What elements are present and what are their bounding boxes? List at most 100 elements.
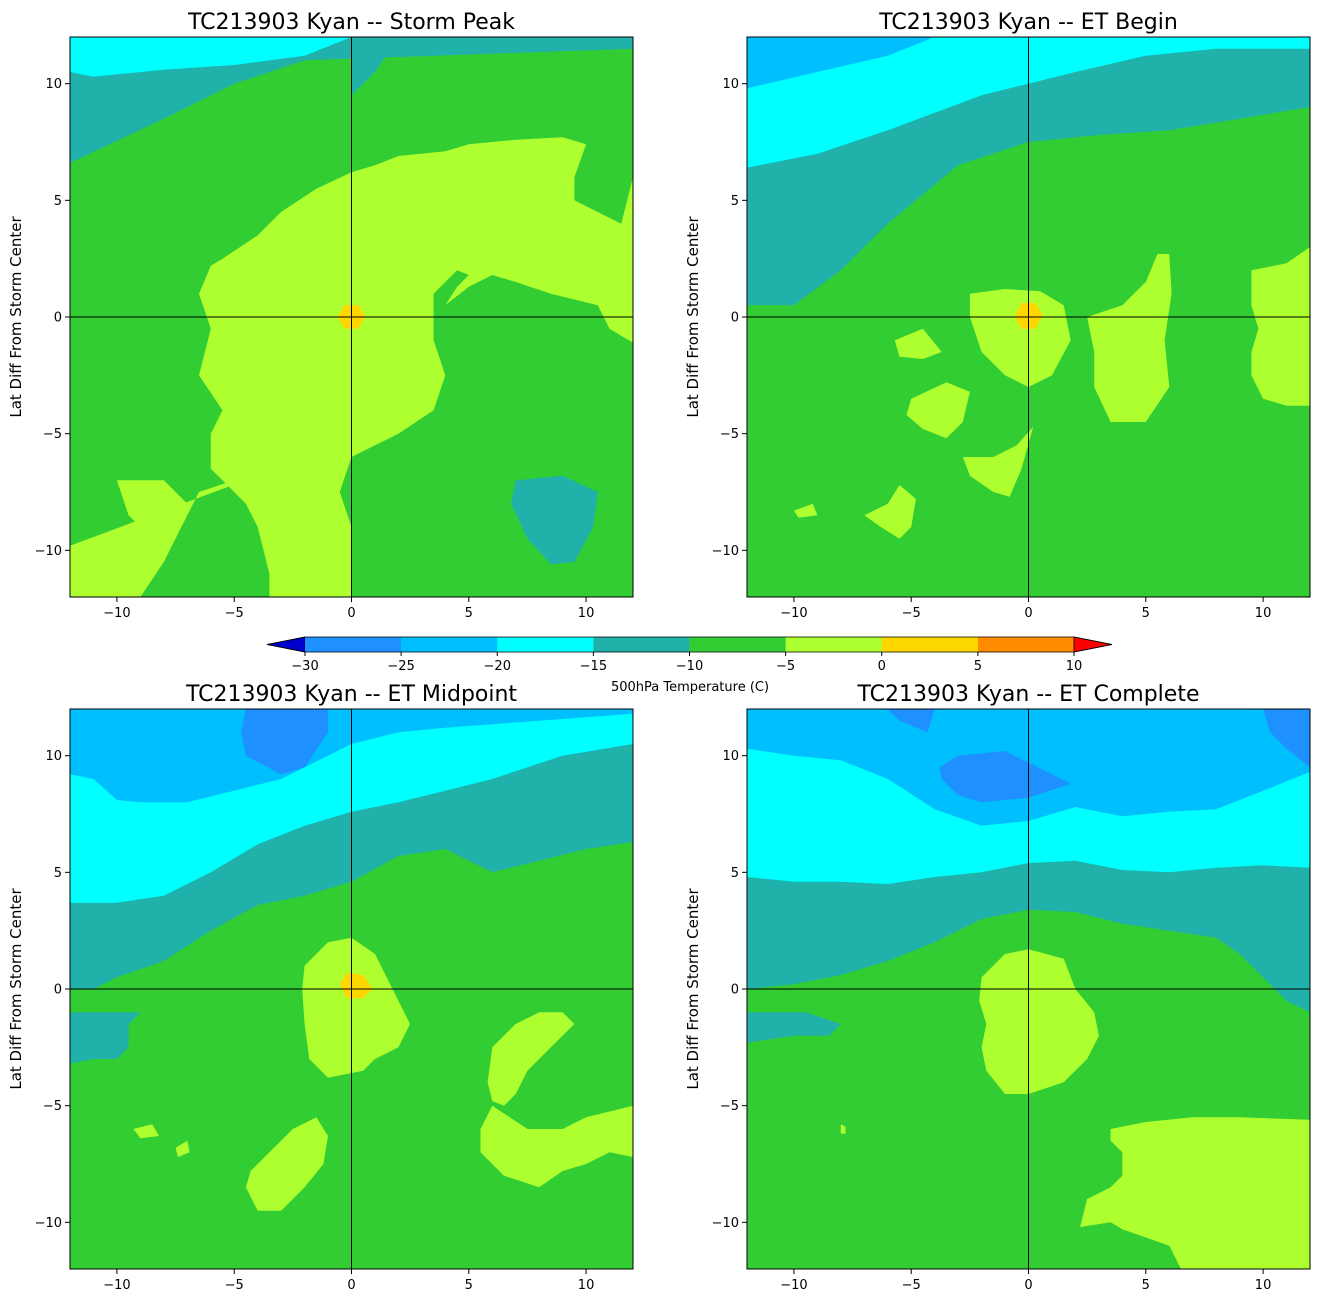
- y-tick-label: 0: [731, 311, 739, 326]
- y-tick-label: −5: [720, 427, 739, 442]
- contour-region: [175, 1140, 190, 1157]
- contour-region: [969, 289, 1071, 387]
- x-tick-label: 5: [1142, 1278, 1150, 1293]
- contour-region: [199, 137, 633, 597]
- contour-region: [747, 37, 935, 89]
- contour-region: [747, 37, 1310, 168]
- contour-region: [245, 1117, 328, 1211]
- panel-et-midpoint: TC213903 Kyan -- ET Midpoint −10 −5 0 5 10 −…: [7, 682, 634, 1293]
- x-tick-label: 0: [1024, 1278, 1032, 1293]
- colorbar-tick-label: −30: [291, 659, 318, 674]
- colorbar-ticks: −30 −25 −20 −15 −10 −5 0 5 10: [291, 652, 1082, 674]
- contour-region: [1080, 1117, 1310, 1269]
- colorbar-label: 500hPa Temperature (C): [611, 680, 769, 695]
- x-tick-label: 0: [1024, 606, 1032, 621]
- x-tick-label: 0: [347, 606, 355, 621]
- contour-region: [511, 475, 598, 565]
- y-tick-label: −5: [43, 427, 62, 442]
- contour-region: [906, 382, 970, 439]
- contour-region: [979, 949, 1099, 1094]
- contour-region: [241, 709, 328, 775]
- colorbar-tick-label: 0: [878, 659, 886, 674]
- colorbar-over-arrow: [1073, 636, 1113, 653]
- colorbar-bin: [401, 637, 498, 652]
- contour-region: [894, 328, 942, 359]
- x-tick-label: −10: [103, 606, 130, 621]
- x-tick-label: −10: [780, 606, 807, 621]
- y-axis-label: Lat Diff From Storm Center: [7, 216, 25, 418]
- colorbar-tick-label: −25: [387, 659, 414, 674]
- x-tick-label: 10: [578, 1278, 595, 1293]
- contour-region: [133, 1124, 160, 1139]
- x-tick-label: 10: [1255, 1278, 1272, 1293]
- y-tick-label: 10: [722, 77, 739, 92]
- colorbar-bin: [881, 637, 979, 652]
- contour-region: [70, 37, 633, 163]
- x-tick-label: −5: [902, 1278, 921, 1293]
- y-axis-label: Lat Diff From Storm Center: [7, 888, 25, 1090]
- y-tick-label: 10: [45, 77, 62, 92]
- y-axis-ticks: −10 −5 0 5 10: [35, 749, 70, 1231]
- y-tick-label: 5: [54, 194, 62, 209]
- y-axis-ticks: −10 −5 0 5 10: [712, 749, 747, 1231]
- colorbar-bin: [497, 637, 594, 652]
- y-axis-ticks: −10 −5 0 5 10: [712, 77, 747, 559]
- colorbar-tick-label: −15: [580, 659, 607, 674]
- colorbar-bins: [266, 636, 1113, 653]
- colorbar: −30 −25 −20 −15 −10 −5 0 5 10 500hPa Temperature…: [266, 636, 1113, 695]
- panel-title: TC213903 Kyan -- ET Complete: [857, 682, 1200, 707]
- contour-region: [793, 503, 818, 518]
- panel-title: TC213903 Kyan -- ET Midpoint: [185, 682, 517, 707]
- y-tick-label: −5: [43, 1099, 62, 1114]
- y-tick-label: 10: [722, 749, 739, 764]
- contour-region: [887, 709, 935, 733]
- x-tick-label: −10: [780, 1278, 807, 1293]
- x-tick-label: 5: [465, 606, 473, 621]
- contour-region: [962, 426, 1034, 497]
- x-tick-label: −10: [103, 1278, 130, 1293]
- contour-region: [302, 937, 411, 1078]
- y-tick-label: 5: [731, 194, 739, 209]
- x-tick-label: 0: [347, 1278, 355, 1293]
- y-tick-label: −10: [35, 1216, 62, 1231]
- x-axis-ticks: −10 −5 0 5 10: [103, 597, 594, 621]
- y-tick-label: 0: [731, 983, 739, 998]
- panel-et-complete: TC213903 Kyan -- ET Complete −10 −5 0 5 10 −…: [684, 682, 1311, 1293]
- contour-region: [840, 1124, 846, 1134]
- colorbar-tick-label: −10: [676, 659, 703, 674]
- contour-region: [1263, 709, 1310, 768]
- x-axis-ticks: −10 −5 0 5 10: [103, 1269, 594, 1293]
- x-tick-label: 5: [465, 1278, 473, 1293]
- colorbar-bin: [977, 637, 1075, 652]
- y-tick-label: −5: [720, 1099, 739, 1114]
- x-tick-label: −5: [225, 1278, 244, 1293]
- contour-region: [747, 1012, 841, 1043]
- y-tick-label: −10: [35, 544, 62, 559]
- panel-et-begin: TC213903 Kyan -- ET Begin −10 −5 0 5 10 −10−…: [684, 10, 1311, 621]
- contour-region: [1251, 247, 1310, 406]
- contour-region: [1087, 254, 1172, 422]
- contour-region: [480, 1105, 633, 1188]
- x-axis-ticks: −10 −5 0 5 10: [780, 597, 1271, 621]
- y-axis-ticks: −10 −5 0 5 10: [35, 77, 70, 559]
- y-tick-label: 0: [54, 983, 62, 998]
- x-axis-ticks: −10 −5 0 5 10: [780, 1269, 1271, 1293]
- colorbar-bin: [689, 637, 787, 652]
- colorbar-tick-label: 10: [1066, 659, 1083, 674]
- panel-title: TC213903 Kyan -- Storm Peak: [187, 10, 515, 35]
- panel-title: TC213903 Kyan -- ET Begin: [878, 10, 1178, 35]
- colorbar-bin: [305, 637, 402, 652]
- colorbar-tick-label: −20: [484, 659, 511, 674]
- contour-region: [351, 37, 399, 96]
- x-tick-label: 10: [578, 606, 595, 621]
- x-tick-label: −5: [225, 606, 244, 621]
- contour-region: [339, 972, 373, 999]
- contour-region: [864, 485, 916, 539]
- colorbar-tick-label: 5: [974, 659, 982, 674]
- contour-region: [116, 480, 188, 539]
- panel-storm-peak: TC213903 Kyan -- Storm Peak −10 −5 0 5 10 −1…: [7, 10, 634, 621]
- y-tick-label: 10: [45, 749, 62, 764]
- y-axis-label: Lat Diff From Storm Center: [684, 216, 702, 418]
- colorbar-bin: [785, 637, 883, 652]
- y-axis-label: Lat Diff From Storm Center: [684, 888, 702, 1090]
